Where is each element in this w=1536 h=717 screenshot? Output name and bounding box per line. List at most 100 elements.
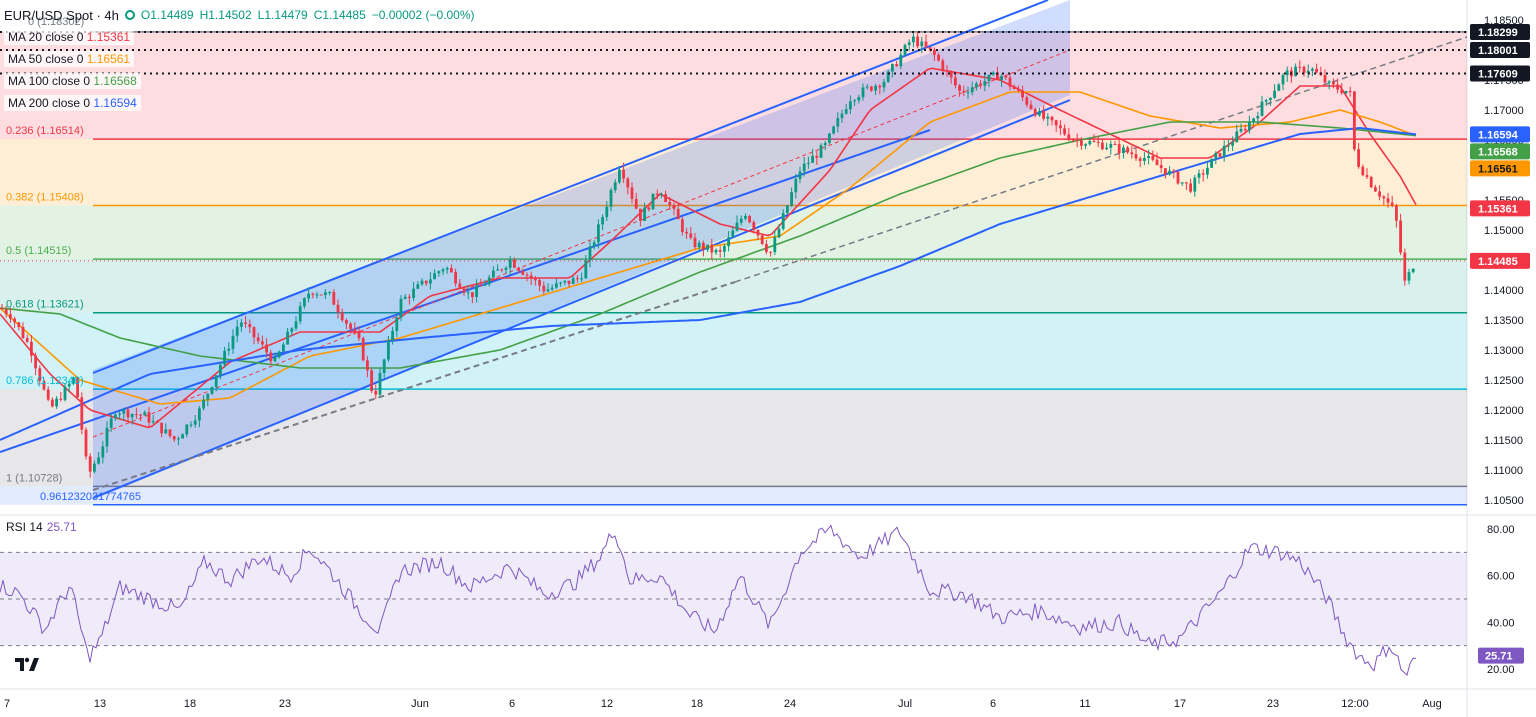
candle-body <box>319 294 323 296</box>
y-axis-tick: 1.11000 <box>1484 465 1523 477</box>
candle-body <box>458 283 462 289</box>
x-axis-tick: 18 <box>691 698 703 710</box>
indicator-ma100[interactable]: MA 100 close 0 1.16568 <box>4 73 141 89</box>
candle-body <box>760 235 764 244</box>
candle-body <box>781 213 785 229</box>
candle-body <box>1399 220 1402 253</box>
candle-body <box>807 162 810 164</box>
candle-body <box>429 279 432 284</box>
candle-body <box>1172 170 1176 172</box>
indicator-ma20[interactable]: MA 20 close 0 1.15361 <box>4 29 135 45</box>
candle-body <box>387 340 390 360</box>
price-tag-label: 1.15361 <box>1478 203 1518 215</box>
candle-body <box>231 335 235 349</box>
candle-body <box>1239 128 1243 132</box>
candle-body <box>492 270 495 278</box>
candle-body <box>13 318 16 323</box>
candle-body <box>559 282 562 284</box>
candle-body <box>177 438 180 440</box>
candle-body <box>479 285 483 287</box>
candle-body <box>1042 110 1045 119</box>
candle-body <box>307 293 310 299</box>
candle-body <box>403 296 407 299</box>
candle-body <box>1180 182 1184 184</box>
candle-body <box>882 81 886 88</box>
candle-body <box>878 85 882 88</box>
candle-body <box>445 268 449 270</box>
ohlc-change: −0.00002 (−0.00%) <box>371 8 475 22</box>
candle-body <box>84 429 88 457</box>
candle-body <box>723 246 726 252</box>
candle-body <box>235 326 239 336</box>
candle-body <box>336 304 340 313</box>
candle-body <box>361 338 365 361</box>
candle-body <box>1382 196 1386 199</box>
candle-body <box>802 163 806 172</box>
candle-body <box>1101 142 1104 150</box>
tradingview-logo[interactable] <box>14 654 40 674</box>
candle-body <box>1277 84 1281 91</box>
fib-label: 0.5 (1.14515) <box>6 245 71 257</box>
candle-body <box>1256 116 1260 119</box>
candle-body <box>193 420 197 425</box>
candle-body <box>483 284 487 286</box>
candle-body <box>105 427 109 447</box>
candle-body <box>76 377 79 398</box>
price-tag-label: 1.16561 <box>1478 163 1518 175</box>
candle-body <box>30 341 33 356</box>
candle-body <box>639 208 642 221</box>
candle-body <box>1122 147 1125 153</box>
candle-body <box>9 314 12 319</box>
rsi-legend[interactable]: RSI 14 25.71 <box>6 520 77 534</box>
y-axis-tick: 1.11500 <box>1484 435 1523 447</box>
candle-body <box>907 42 911 45</box>
candle-body <box>840 113 844 119</box>
candle-body <box>912 36 915 43</box>
candle-body <box>38 368 42 381</box>
rsi-axis-tick: 20.00 <box>1487 664 1515 676</box>
candle-body <box>172 436 176 440</box>
candle-body <box>189 424 193 426</box>
candle-body <box>647 207 651 210</box>
price-tag: 1.15361 <box>1470 200 1530 217</box>
candle-body <box>500 269 504 271</box>
candle-body <box>1294 66 1297 77</box>
eye-icon[interactable] <box>124 10 135 20</box>
fib-zone <box>0 312 1467 390</box>
candle-body <box>80 397 84 430</box>
candle-body <box>1235 131 1239 143</box>
indicator-ma200[interactable]: MA 200 close 0 1.16594 <box>4 95 141 111</box>
indicator-ma50[interactable]: MA 50 close 0 1.16561 <box>4 51 135 67</box>
candle-body <box>328 292 331 293</box>
candle-body <box>664 194 667 202</box>
x-axis-tick: 13 <box>94 698 106 710</box>
candle-body <box>1327 81 1331 83</box>
candle-body <box>1117 144 1121 153</box>
candle-body <box>1344 91 1348 94</box>
candle-body <box>517 267 520 271</box>
candle-body <box>382 359 386 373</box>
candle-body <box>643 207 646 221</box>
candle-body <box>17 322 21 327</box>
candle-body <box>622 169 625 179</box>
candle-body <box>1080 140 1083 146</box>
fib-label: 0.618 (1.13621) <box>6 299 84 311</box>
candle-body <box>324 292 327 295</box>
candle-body <box>475 285 478 297</box>
candle-body <box>370 370 373 391</box>
candle-body <box>1340 89 1344 94</box>
candle-body <box>412 288 415 298</box>
candle-body <box>1176 171 1180 184</box>
price-tag: 1.17609 <box>1470 65 1530 82</box>
candle-body <box>126 409 130 418</box>
candle-body <box>836 118 840 127</box>
candle-body <box>731 230 735 238</box>
candle-body <box>1071 139 1075 141</box>
candle-body <box>349 323 352 329</box>
symbol-title[interactable]: EUR/USD Spot · 4h <box>4 7 119 23</box>
candle-body <box>790 192 793 206</box>
candle-body <box>1201 173 1205 175</box>
fib-label: 0.786 (1.12348) <box>6 375 84 387</box>
candle-body <box>399 298 403 318</box>
